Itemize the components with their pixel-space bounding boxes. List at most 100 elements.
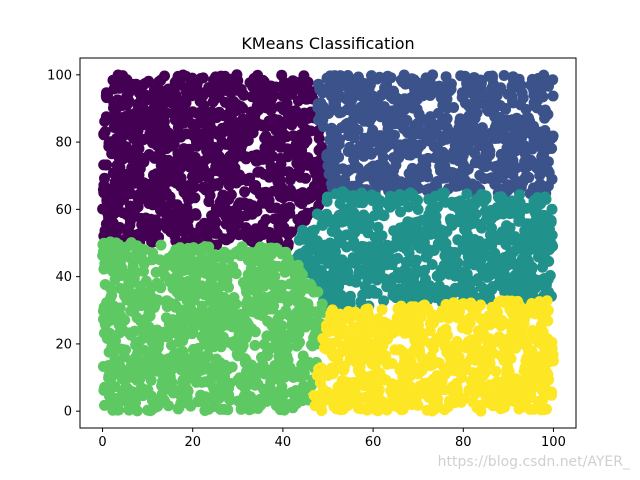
scatter-point bbox=[347, 181, 359, 192]
scatter-point bbox=[249, 339, 261, 351]
scatter-point bbox=[493, 165, 505, 177]
cluster-4 bbox=[308, 295, 559, 417]
scatter-point bbox=[446, 288, 458, 300]
scatter-point bbox=[438, 259, 450, 271]
scatter-point bbox=[220, 218, 232, 230]
scatter-point bbox=[463, 110, 475, 122]
scatter-point bbox=[488, 128, 500, 140]
scatter-point bbox=[546, 238, 557, 250]
scatter-point bbox=[276, 81, 287, 93]
scatter-point bbox=[394, 189, 406, 200]
scatter-point bbox=[447, 167, 459, 179]
scatter-point bbox=[136, 288, 147, 300]
scatter-point bbox=[125, 109, 137, 121]
scatter-point bbox=[518, 264, 530, 275]
scatter-point bbox=[246, 249, 258, 260]
scatter-point bbox=[440, 238, 452, 249]
scatter-point bbox=[191, 107, 203, 119]
scatter-point bbox=[154, 279, 165, 291]
scatter-point bbox=[132, 251, 143, 263]
scatter-point bbox=[339, 174, 351, 185]
scatter-point bbox=[411, 389, 423, 401]
scatter-point bbox=[401, 114, 413, 126]
scatter-point bbox=[475, 77, 487, 89]
scatter-point bbox=[209, 215, 221, 227]
scatter-point bbox=[112, 304, 124, 316]
scatter-point bbox=[134, 84, 146, 96]
scatter-point bbox=[539, 104, 551, 116]
scatter-point bbox=[492, 120, 504, 132]
scatter-point bbox=[412, 265, 423, 276]
scatter-point bbox=[457, 150, 469, 162]
scatter-point bbox=[528, 196, 540, 208]
scatter-point bbox=[175, 356, 187, 368]
scatter-point bbox=[290, 273, 301, 285]
scatter-point bbox=[506, 386, 518, 398]
scatter-point bbox=[183, 298, 195, 310]
scatter-point bbox=[352, 401, 364, 413]
scatter-point bbox=[498, 133, 510, 145]
scatter-point bbox=[251, 285, 263, 297]
scatter-point bbox=[110, 401, 122, 413]
scatter-point bbox=[451, 391, 463, 403]
scatter-point bbox=[119, 314, 131, 326]
scatter-point bbox=[172, 347, 184, 359]
scatter-point bbox=[114, 361, 126, 373]
scatter-point bbox=[371, 136, 383, 148]
scatter-point bbox=[174, 79, 186, 91]
scatter-point bbox=[346, 274, 358, 286]
scatter-point bbox=[482, 90, 494, 102]
scatter-point bbox=[109, 274, 121, 285]
scatter-point bbox=[363, 348, 375, 360]
scatter-point bbox=[247, 306, 259, 318]
scatter-point bbox=[253, 294, 265, 306]
scatter-point bbox=[255, 399, 267, 411]
scatter-point bbox=[352, 148, 364, 160]
scatter-point bbox=[284, 207, 296, 219]
scatter-point bbox=[366, 284, 378, 296]
scatter-point bbox=[293, 188, 305, 200]
scatter-point bbox=[519, 395, 531, 407]
scatter-point bbox=[222, 205, 234, 217]
scatter-point bbox=[354, 379, 366, 391]
scatter-point bbox=[392, 151, 404, 163]
y-tick-label: 100 bbox=[47, 68, 72, 83]
scatter-point bbox=[524, 126, 536, 138]
scatter-point bbox=[98, 128, 110, 140]
scatter-point bbox=[275, 375, 286, 387]
scatter-point bbox=[495, 382, 507, 393]
scatter-point bbox=[217, 126, 229, 138]
scatter-point bbox=[468, 84, 480, 96]
scatter-point bbox=[176, 289, 188, 301]
ticks-layer: 0 20 40 60 80 100 0 20 40 60 80 100 bbox=[47, 68, 566, 450]
scatter-point bbox=[454, 361, 466, 373]
scatter-point bbox=[305, 186, 317, 198]
scatter-point bbox=[439, 404, 451, 416]
scatter-point bbox=[543, 255, 555, 267]
scatter-point bbox=[203, 241, 215, 253]
scatter-point bbox=[130, 164, 142, 176]
scatter-point bbox=[217, 308, 229, 320]
scatter-point bbox=[227, 296, 239, 307]
scatter-point bbox=[422, 87, 434, 99]
scatter-point bbox=[105, 292, 117, 303]
scatter-point bbox=[148, 401, 160, 413]
scatter-point bbox=[105, 136, 117, 148]
scatter-point bbox=[342, 306, 354, 317]
scatter-point bbox=[256, 197, 268, 209]
scatter-point bbox=[398, 357, 410, 369]
scatter-point bbox=[285, 105, 297, 117]
scatter-point bbox=[514, 386, 526, 398]
scatter-point bbox=[462, 251, 474, 263]
scatter-point bbox=[208, 227, 220, 239]
scatter-point bbox=[434, 331, 446, 343]
scatter-point bbox=[395, 404, 407, 416]
scatter-point bbox=[156, 392, 168, 404]
scatter-point bbox=[98, 263, 110, 275]
scatter-point bbox=[495, 148, 507, 160]
scatter-point bbox=[294, 315, 306, 327]
scatter-point bbox=[391, 312, 403, 324]
scatter-point bbox=[334, 134, 346, 145]
scatter-point bbox=[517, 329, 529, 341]
scatter-point bbox=[526, 345, 538, 357]
